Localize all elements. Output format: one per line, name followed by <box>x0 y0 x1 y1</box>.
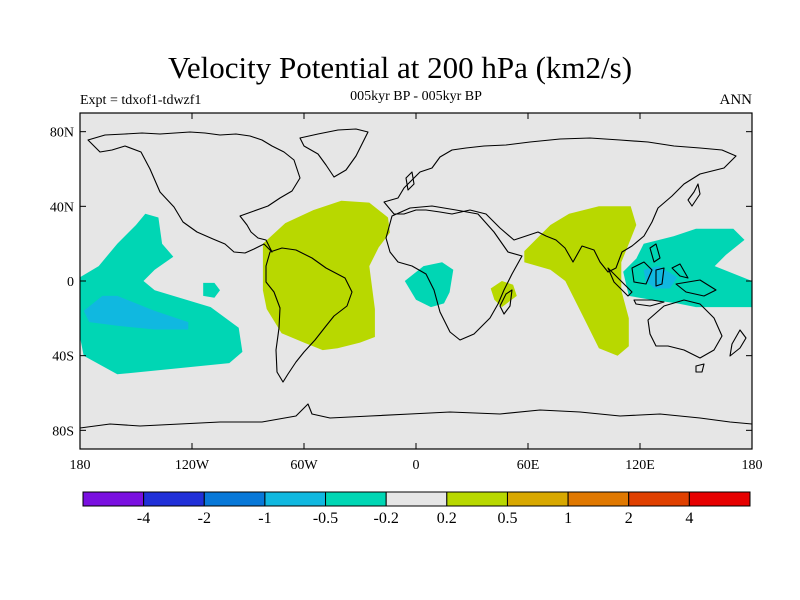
x-tick-label-5: 120E <box>625 458 655 473</box>
x-tick-label-1: 120W <box>175 458 210 473</box>
period-label: ANN <box>719 92 753 108</box>
coastlines <box>80 128 752 429</box>
colorbar-box-1 <box>143 491 205 507</box>
x-tick-label-3: 0 <box>413 458 420 473</box>
colorbar-label-5: 0.2 <box>437 510 457 527</box>
contour-region-6 <box>524 206 637 356</box>
x-tick-label-4: 60E <box>517 458 540 473</box>
colorbar-box-7 <box>506 491 569 507</box>
contour-region-8 <box>643 266 678 289</box>
colorbar-box-5 <box>385 491 448 507</box>
colorbar-box-2 <box>203 491 266 507</box>
contour-region-4 <box>404 262 454 308</box>
colorbar-box-10 <box>688 491 751 507</box>
colorbar-box-8 <box>567 491 630 507</box>
y-tick-label-1: 40N <box>50 200 74 215</box>
experiment-label: Expt = tdxof1-tdwzf1 <box>80 93 202 108</box>
colorbar-label-8: 2 <box>625 510 633 527</box>
colorbar-label-0: -4 <box>137 510 150 527</box>
axis-tick-labels: 180 120W 60W 0 60E 120E 180 80N 40N 0 40S 80S <box>50 126 763 473</box>
contour-region-1 <box>83 295 189 330</box>
colorbar-label-9: 4 <box>685 510 693 527</box>
x-tick-label-0: 180 <box>70 458 91 473</box>
colorbar-label-3: -0.5 <box>313 510 338 527</box>
colorbar-box-3 <box>264 491 327 507</box>
contour-region-2 <box>203 282 220 298</box>
y-tick-label-4: 80S <box>52 424 74 439</box>
chart-subtitle: 005kyr BP - 005kyr BP <box>350 89 482 104</box>
colorbar-label-7: 1 <box>564 510 572 527</box>
colorbar-box-0 <box>82 491 145 507</box>
colorbar <box>82 491 751 507</box>
colorbar-label-1: -2 <box>198 510 211 527</box>
y-tick-label-0: 80N <box>50 126 74 141</box>
contour-region-3 <box>262 200 390 351</box>
x-tick-label-2: 60W <box>290 458 318 473</box>
contour-region-0 <box>80 213 243 375</box>
colorbar-box-9 <box>628 491 690 507</box>
colorbar-label-6: 0.5 <box>498 510 518 527</box>
colorbar-label-4: -0.2 <box>374 510 399 527</box>
y-tick-label-2: 0 <box>67 275 74 290</box>
y-tick-label-3: 40S <box>52 350 74 365</box>
colorbar-label-2: -1 <box>258 510 271 527</box>
colorbar-labels: -4 -2 -1 -0.5 -0.2 0.2 0.5 1 2 4 <box>137 510 693 527</box>
colorbar-box-6 <box>446 491 508 507</box>
axis-ticks <box>79 113 753 449</box>
colorbar-box-4 <box>325 491 387 507</box>
x-tick-label-6: 180 <box>742 458 763 473</box>
chart-title: Velocity Potential at 200 hPa (km2/s) <box>167 50 633 85</box>
contour-regions <box>80 200 752 375</box>
